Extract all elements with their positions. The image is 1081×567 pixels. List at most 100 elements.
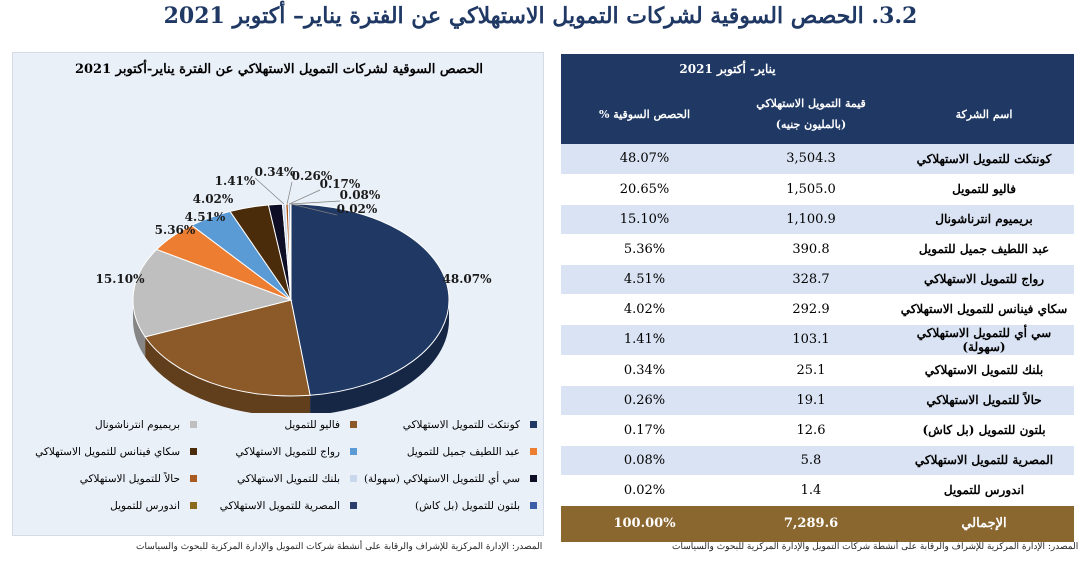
slice-percent-label: 48.07% <box>443 272 493 286</box>
share-cell: 1.41% <box>561 324 728 356</box>
pie-chart: 48.07%20.65%15.10%5.36%4.51%4.02%1.41%0.… <box>96 165 493 413</box>
slice-percent-label: 4.02% <box>193 192 234 206</box>
legend-swatch <box>190 421 197 428</box>
pie-slice-side <box>310 300 449 413</box>
legend-label: بلنك للتمويل الاستهلاكي <box>236 472 340 485</box>
leader-line <box>254 177 285 205</box>
total-share-cell: 100.00% <box>561 505 728 543</box>
value-cell: 328.7 <box>728 264 894 295</box>
legend-item: سي أي للتمويل الاستهلاكي (سهولة) <box>357 465 537 492</box>
period-header: يناير- أكتوبر 2021 <box>561 54 894 84</box>
share-cell: 0.08% <box>561 445 728 476</box>
value-cell: 12.6 <box>728 415 894 446</box>
pie-slice <box>132 248 293 338</box>
market-share-table-panel: يناير- أكتوبر 2021 اسم الشركة قيمة التمو… <box>561 54 1074 543</box>
value-cell: 5.8 <box>728 445 894 476</box>
leader-line <box>290 203 338 216</box>
pie-slice <box>290 203 450 396</box>
table-row: سكاي فينانس للتمويل الاستهلاكي 292.9 4.02% <box>561 294 1074 325</box>
legend-swatch <box>530 421 537 428</box>
legend-item: بريميوم انترناشونال <box>21 411 197 438</box>
table-row: بلنك للتمويل الاستهلاكي 25.1 0.34% <box>561 355 1074 386</box>
legend-label: فاليو للتمويل <box>284 418 340 431</box>
share-cell: 0.26% <box>561 385 728 416</box>
legend-label: المصرية للتمويل الاستهلاكي <box>219 499 340 512</box>
legend-item: بلتون للتمويل (بل كاش) <box>357 492 537 519</box>
legend-swatch <box>190 448 197 455</box>
market-share-table: يناير- أكتوبر 2021 اسم الشركة قيمة التمو… <box>561 54 1074 543</box>
share-cell: 48.07% <box>561 144 728 175</box>
value-cell: 103.1 <box>728 324 894 356</box>
company-column-header: اسم الشركة <box>894 84 1074 144</box>
legend-label: حالاً للتمويل الاستهلاكي <box>79 472 180 485</box>
leader-line <box>286 181 293 205</box>
legend-label: بريميوم انترناشونال <box>94 418 180 431</box>
table-row: فاليو للتمويل 1,505.0 20.65% <box>561 174 1074 205</box>
legend-swatch <box>190 475 197 482</box>
legend-label: سي أي للتمويل الاستهلاكي (سهولة) <box>363 472 520 485</box>
table-row: كونتكت للتمويل الاستهلاكي 3,504.3 48.07% <box>561 144 1074 175</box>
legend-label: رواج للتمويل الاستهلاكي <box>235 445 340 458</box>
share-cell: 0.34% <box>561 355 728 386</box>
legend-item: رواج للتمويل الاستهلاكي <box>197 438 357 465</box>
value-cell: 390.8 <box>728 234 894 265</box>
slice-percent-label: 1.41% <box>215 174 256 188</box>
table-body: كونتكت للتمويل الاستهلاكي 3,504.3 48.07% فا… <box>561 144 1074 543</box>
leader-line <box>290 200 341 205</box>
legend-label: بلتون للتمويل (بل كاش) <box>414 499 520 512</box>
value-cell: 292.9 <box>728 294 894 325</box>
chart-legend: كونتكت للتمويل الاستهلاكي فاليو للتمويل بر… <box>21 411 537 531</box>
share-cell: 15.10% <box>561 204 728 235</box>
company-cell: بلتون للتمويل (بل كاش) <box>894 415 1074 446</box>
slice-percent-label: 5.36% <box>155 223 196 237</box>
slice-percent-label: 0.08% <box>340 188 381 202</box>
value-cell: 3,504.3 <box>728 144 894 175</box>
header-blank <box>894 54 1074 84</box>
legend-label: سكاي فينانس للتمويل الاستهلاكي <box>35 445 180 458</box>
legend-swatch <box>530 475 537 482</box>
company-cell: اندورس للتمويل <box>894 475 1074 506</box>
pie-slice <box>144 299 311 397</box>
legend-swatch <box>190 502 197 509</box>
legend-swatch <box>530 448 537 455</box>
slice-percent-label: 0.02% <box>337 202 378 216</box>
share-cell: 4.51% <box>561 264 728 295</box>
table-row: اندورس للتمويل 1.4 0.02% <box>561 475 1074 506</box>
total-value-cell: 7,289.6 <box>728 505 894 543</box>
share-column-header: الحصص السوقية % <box>561 84 728 144</box>
value-cell: 25.1 <box>728 355 894 386</box>
company-cell: المصرية للتمويل الاستهلاكي <box>894 445 1074 476</box>
table-row: بريميوم انترناشونال 1,100.9 15.10% <box>561 204 1074 235</box>
company-cell: فاليو للتمويل <box>894 174 1074 205</box>
chart-title: الحصص السوقية لشركات التمويل الاستهلاكي … <box>74 62 484 77</box>
company-cell: كونتكت للتمويل الاستهلاكي <box>894 144 1074 175</box>
share-cell: 20.65% <box>561 174 728 205</box>
slice-percent-label: 0.34% <box>255 165 296 179</box>
value-cell: 1.4 <box>728 475 894 506</box>
legend-label: كونتكت للتمويل الاستهلاكي <box>402 418 520 431</box>
legend-swatch <box>350 502 357 509</box>
total-row: الإجمالي 7,289.6 100.00% <box>561 505 1074 543</box>
legend-label: عبد اللطيف جميل للتمويل <box>406 445 520 458</box>
table-row: بلتون للتمويل (بل كاش) 12.6 0.17% <box>561 415 1074 446</box>
chart-source-note: المصدر: الإدارة المركزية للإشراف والرقاب… <box>136 542 543 552</box>
legend-swatch <box>350 448 357 455</box>
value-cell: 1,100.9 <box>728 204 894 235</box>
company-cell: سكاي فينانس للتمويل الاستهلاكي <box>894 294 1074 325</box>
table-row: المصرية للتمويل الاستهلاكي 5.8 0.08% <box>561 445 1074 476</box>
share-cell: 0.02% <box>561 475 728 506</box>
legend-item: حالاً للتمويل الاستهلاكي <box>21 465 197 492</box>
pie-slice-side <box>145 336 311 413</box>
company-cell: حالاً للتمويل الاستهلاكي <box>894 385 1074 416</box>
legend-swatch <box>530 502 537 509</box>
legend-item: كونتكت للتمويل الاستهلاكي <box>357 411 537 438</box>
value-header-line1: قيمة التمويل الاستهلاكي <box>756 97 866 110</box>
company-cell: عبد اللطيف جميل للتمويل <box>894 234 1074 265</box>
pie-chart-panel: الحصص السوقية لشركات التمويل الاستهلاكي … <box>12 52 544 536</box>
legend-item: عبد اللطيف جميل للتمويل <box>357 438 537 465</box>
table-row: عبد اللطيف جميل للتمويل 390.8 5.36% <box>561 234 1074 265</box>
page-title: 3.2. الحصص السوقية لشركات التمويل الاسته… <box>163 3 918 29</box>
legend-item: سكاي فينانس للتمويل الاستهلاكي <box>21 438 197 465</box>
slice-percent-label: 0.17% <box>320 177 361 191</box>
legend-swatch <box>350 421 357 428</box>
